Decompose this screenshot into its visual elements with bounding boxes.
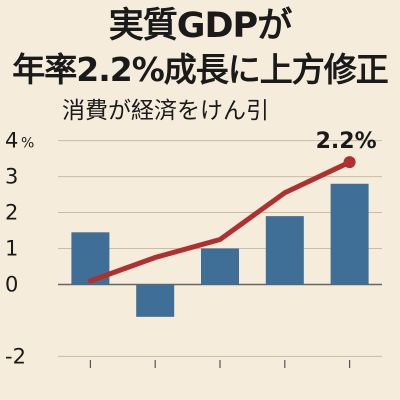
trend-line-end-point bbox=[343, 156, 356, 169]
y-tick-label: 4 bbox=[5, 129, 18, 153]
y-tick-label: 3 bbox=[5, 165, 18, 189]
x-ticks bbox=[89, 360, 351, 368]
bar bbox=[265, 216, 304, 285]
bars bbox=[71, 183, 369, 317]
bar bbox=[201, 248, 239, 285]
trend-line-group bbox=[87, 156, 356, 284]
bar bbox=[330, 183, 369, 285]
chart-title-line1: 実質GDPが bbox=[108, 6, 292, 46]
y-axis: -2 0 1 2 3 4% bbox=[5, 129, 34, 369]
y-tick-label: -2 bbox=[5, 344, 26, 368]
y-tick-label: 1 bbox=[5, 237, 18, 261]
end-value-label: 2.2% bbox=[316, 129, 377, 154]
chart-title-line2: 年率2.2%成長に上方修正 bbox=[12, 50, 389, 89]
y-tick-label: 2 bbox=[5, 201, 18, 225]
grid-lines bbox=[58, 140, 382, 357]
trend-line bbox=[87, 159, 353, 284]
bar bbox=[136, 284, 175, 317]
y-tick-label: 0 bbox=[5, 272, 18, 296]
y-unit-label: % bbox=[21, 136, 34, 152]
chart-subtitle: 消費が経済をけん引 bbox=[62, 98, 269, 124]
